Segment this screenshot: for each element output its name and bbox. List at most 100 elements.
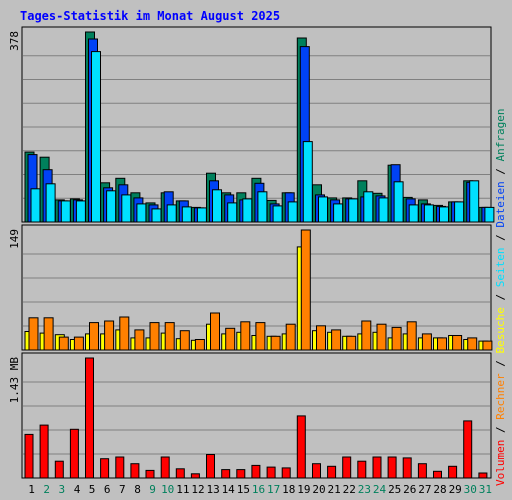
bar-seiten-day-18 bbox=[287, 201, 298, 223]
bar-seiten-day-22 bbox=[348, 198, 359, 223]
bar-seiten-day-19 bbox=[302, 141, 313, 223]
bar-rechner-day-12 bbox=[194, 339, 205, 351]
bar-volumen-day-22 bbox=[342, 456, 352, 479]
bar-rechner-day-2 bbox=[43, 317, 54, 351]
bar-volumen-day-12 bbox=[190, 473, 200, 479]
bar-seiten-day-8 bbox=[136, 203, 147, 223]
legend-part-9: / bbox=[494, 161, 507, 181]
x-tick-day-14: 14 bbox=[222, 483, 236, 496]
x-tick-day-1: 1 bbox=[28, 483, 35, 496]
bar-seiten-day-24 bbox=[378, 197, 389, 223]
legend-part-3: / bbox=[494, 354, 507, 374]
bar-volumen-day-3 bbox=[54, 460, 64, 479]
x-axis-ticks: 1 2 3 4 5 6 7 8 9 10 11 12 13 14 15 16 17 18 19 20 21 22 23 24 2… bbox=[28, 483, 492, 496]
x-tick-day-7: 7 bbox=[119, 483, 126, 496]
bar-rechner-day-19 bbox=[300, 229, 311, 351]
x-tick-day-13: 13 bbox=[206, 483, 219, 496]
legend-part-8: Dateien bbox=[494, 181, 507, 227]
panel-max-label: 378 bbox=[8, 31, 21, 51]
x-tick-day-4: 4 bbox=[74, 483, 81, 496]
bar-volumen-day-10 bbox=[160, 456, 170, 479]
bar-rechner-day-8 bbox=[134, 329, 145, 351]
bar-volumen-day-29 bbox=[448, 465, 458, 479]
bar-seiten-day-26 bbox=[408, 204, 419, 223]
bar-seiten-day-16 bbox=[257, 191, 268, 223]
legend-part-5: / bbox=[494, 287, 507, 307]
x-tick-day-25: 25 bbox=[388, 483, 401, 496]
bar-rechner-day-27 bbox=[421, 333, 432, 351]
legend-part-1: / bbox=[494, 420, 507, 440]
legend-part-4: Besuche bbox=[494, 307, 507, 353]
bar-rechner-day-4 bbox=[73, 336, 84, 351]
bar-rechner-day-14 bbox=[225, 327, 236, 351]
legend-part-2: Rechner bbox=[494, 373, 507, 420]
bar-rechner-day-18 bbox=[285, 323, 296, 351]
bar-rechner-day-17 bbox=[270, 335, 281, 351]
bar-rechner-day-20 bbox=[316, 325, 326, 351]
bar-seiten-day-7 bbox=[121, 194, 132, 223]
panel-max-label: 149 bbox=[8, 229, 21, 249]
bar-rechner-day-24 bbox=[376, 323, 387, 351]
bar-volumen-day-2 bbox=[39, 424, 49, 479]
bar-seiten-day-28 bbox=[439, 206, 449, 223]
bar-seiten-day-20 bbox=[318, 196, 328, 223]
bar-volumen-day-26 bbox=[402, 457, 412, 479]
x-tick-day-26: 26 bbox=[403, 483, 416, 496]
x-tick-day-30: 30 bbox=[464, 483, 477, 496]
bar-volumen-day-21 bbox=[327, 465, 337, 479]
bar-volumen-day-7 bbox=[115, 456, 125, 479]
legend-part-0: Volumen bbox=[494, 440, 507, 486]
bar-seiten-day-1 bbox=[30, 188, 41, 223]
bar-volumen-day-18 bbox=[281, 467, 291, 479]
x-tick-day-28: 28 bbox=[433, 483, 446, 496]
bar-seiten-day-29 bbox=[454, 201, 465, 223]
bar-seiten-day-3 bbox=[60, 200, 71, 223]
bar-rechner-day-16 bbox=[255, 322, 266, 351]
bar-volumen-day-28 bbox=[433, 470, 442, 479]
bar-rechner-day-23 bbox=[361, 320, 372, 351]
x-tick-day-5: 5 bbox=[89, 483, 96, 496]
x-tick-day-18: 18 bbox=[282, 483, 295, 496]
bar-seiten-day-6 bbox=[106, 190, 117, 223]
bar-volumen-day-4 bbox=[69, 428, 79, 479]
x-tick-day-19: 19 bbox=[297, 483, 310, 496]
bar-volumen-day-9 bbox=[145, 469, 155, 479]
bar-rechner-day-30 bbox=[467, 337, 478, 351]
x-tick-day-24: 24 bbox=[373, 483, 387, 496]
x-tick-day-8: 8 bbox=[134, 483, 141, 496]
bar-rechner-day-31 bbox=[482, 340, 493, 351]
x-tick-day-29: 29 bbox=[449, 483, 462, 496]
x-tick-day-31: 31 bbox=[479, 483, 492, 496]
series-seiten bbox=[30, 51, 495, 223]
bar-rechner-day-11 bbox=[179, 330, 190, 351]
bar-volumen-day-5 bbox=[85, 357, 94, 479]
bar-seiten-day-4 bbox=[75, 200, 86, 223]
bar-volumen-day-11 bbox=[175, 468, 185, 479]
bar-volumen-day-25 bbox=[387, 456, 397, 479]
panel-visits: 149 bbox=[8, 224, 493, 351]
x-tick-day-21: 21 bbox=[327, 483, 340, 496]
bar-volumen-day-30 bbox=[463, 420, 473, 479]
bar-volumen-day-14 bbox=[221, 469, 231, 479]
bar-seiten-day-14 bbox=[227, 202, 238, 223]
bar-volumen-day-1 bbox=[24, 433, 34, 479]
bar-volumen-day-23 bbox=[357, 460, 367, 479]
x-tick-day-12: 12 bbox=[191, 483, 204, 496]
bar-rechner-day-6 bbox=[104, 320, 115, 351]
bar-rechner-day-7 bbox=[119, 316, 130, 351]
bar-rechner-day-28 bbox=[437, 337, 447, 351]
bar-seiten-day-12 bbox=[196, 207, 207, 223]
bar-rechner-day-29 bbox=[452, 335, 463, 351]
bar-seiten-day-17 bbox=[272, 205, 283, 223]
x-tick-day-20: 20 bbox=[312, 483, 325, 496]
bar-seiten-day-27 bbox=[423, 204, 434, 223]
bar-volumen-day-31 bbox=[478, 472, 488, 479]
bar-seiten-day-15 bbox=[242, 198, 253, 223]
chart-title: Tages-Statistik im Monat August 2025 bbox=[20, 9, 280, 23]
panel-volume: 1.43 MB bbox=[8, 352, 492, 479]
bar-rechner-day-26 bbox=[406, 321, 417, 351]
x-tick-day-15: 15 bbox=[237, 483, 250, 496]
bar-rechner-day-10 bbox=[164, 322, 175, 351]
bar-seiten-day-23 bbox=[363, 191, 374, 223]
